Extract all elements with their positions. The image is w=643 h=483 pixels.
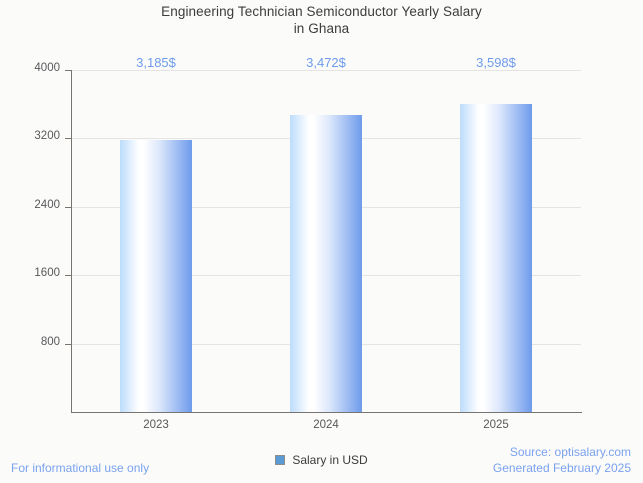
source-text: Source: optisalary.com xyxy=(509,445,631,459)
y-tick-mark xyxy=(65,206,71,208)
x-tick-label: 2025 xyxy=(483,419,509,431)
x-tick-label: 2024 xyxy=(313,419,339,431)
plot-area xyxy=(71,70,581,412)
legend-item-salary[interactable]: Salary in USD xyxy=(267,451,376,469)
bar-value-label: 3,598$ xyxy=(476,55,516,70)
x-axis-line xyxy=(71,412,582,413)
bar[interactable] xyxy=(120,139,192,412)
y-tick-mark xyxy=(65,138,71,140)
y-axis-line xyxy=(71,70,72,413)
y-tick-label: 4000 xyxy=(34,62,60,74)
y-tick-label: 1600 xyxy=(34,267,60,280)
gridline xyxy=(71,70,581,71)
legend: Salary in USD xyxy=(0,451,643,469)
y-tick-mark xyxy=(65,275,71,277)
x-tick-label: 2023 xyxy=(143,419,169,431)
bar-value-label: 3,472$ xyxy=(306,55,346,70)
y-tick-label: 800 xyxy=(40,335,60,348)
source-block: Source: optisalary.com Generated Februar… xyxy=(493,444,631,476)
disclaimer-text: For informational use only xyxy=(11,461,150,475)
chart-title: Engineering Technician Semiconductor Yea… xyxy=(161,4,482,36)
legend-label: Salary in USD xyxy=(292,453,368,467)
bar[interactable] xyxy=(460,104,532,412)
y-tick-label: 2400 xyxy=(34,198,60,211)
y-tick-label: 3200 xyxy=(34,130,60,143)
generated-text: Generated February 2025 xyxy=(492,461,631,475)
y-tick-mark xyxy=(65,343,71,345)
legend-swatch-icon xyxy=(275,455,286,465)
bar-value-label: 3,185$ xyxy=(136,55,176,70)
y-tick-mark xyxy=(65,70,71,71)
bar[interactable] xyxy=(290,115,362,412)
